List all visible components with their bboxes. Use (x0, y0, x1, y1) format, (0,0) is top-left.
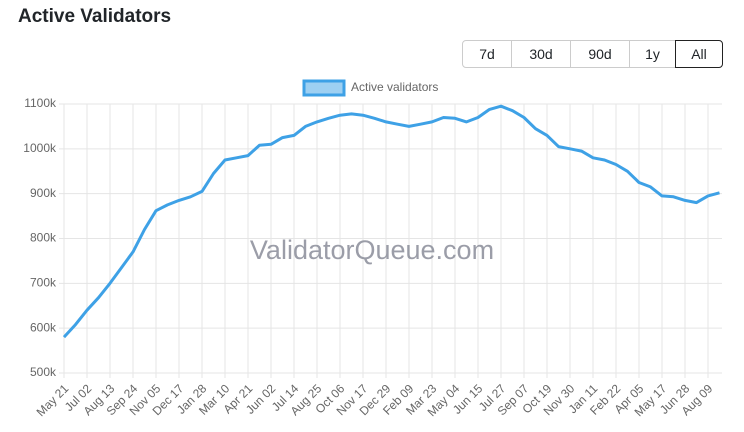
watermark: ValidatorQueue.com (250, 235, 494, 265)
legend-swatch (302, 79, 346, 97)
y-tick-label: 500k (30, 365, 57, 379)
page-title: Active Validators (18, 6, 172, 27)
y-tick-label: 800k (30, 231, 57, 245)
y-tick-label: 1100k (24, 96, 57, 110)
y-tick-label: 1000k (23, 141, 57, 155)
data-line (62, 104, 720, 339)
y-tick-label: 900k (30, 186, 57, 200)
range-button[interactable]: All (675, 40, 723, 68)
legend-label: Active validators (351, 80, 438, 94)
legend: Active validators (302, 79, 438, 97)
range-buttons: 7d 30d 90d 1y All (462, 40, 723, 68)
y-tick-label: 700k (30, 276, 57, 290)
range-button[interactable]: 90d (570, 40, 630, 68)
y-tick-label: 600k (30, 320, 57, 334)
